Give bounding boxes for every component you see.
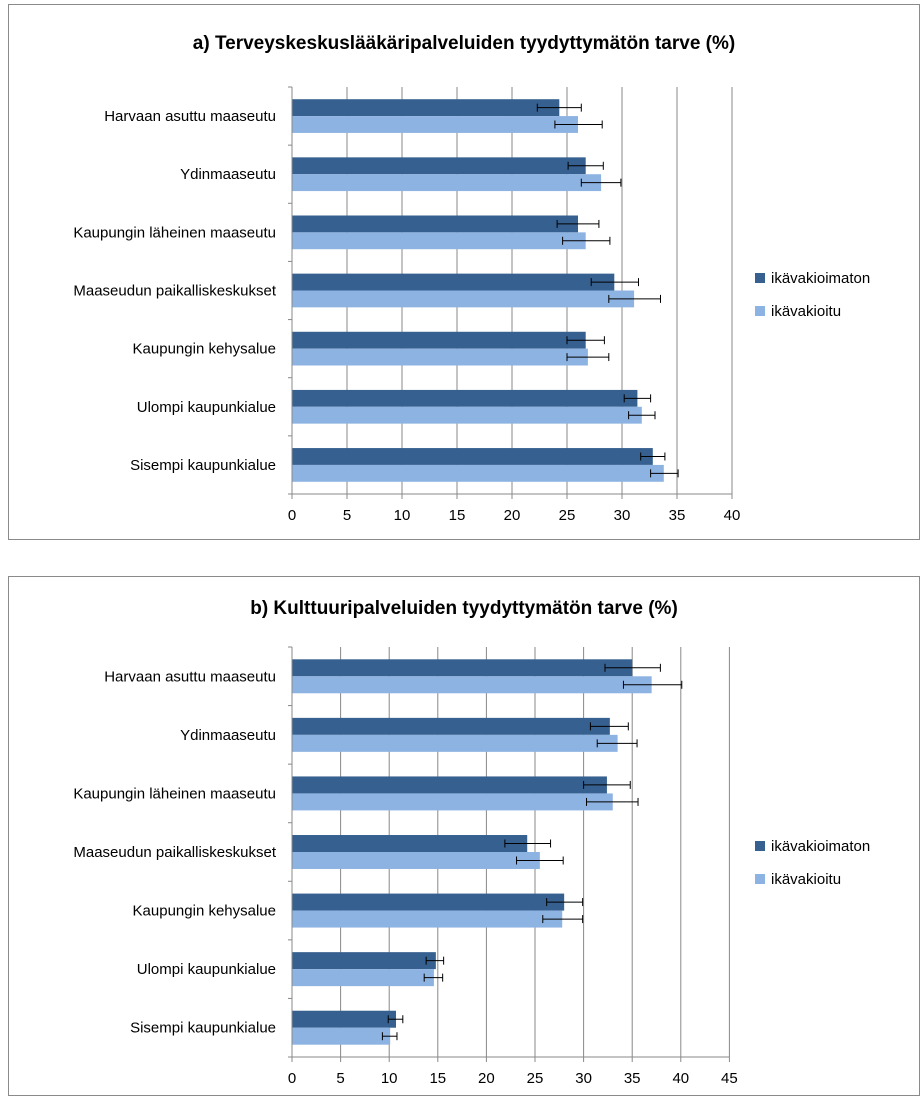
category-label: Ydinmaaseutu [180, 727, 276, 744]
chart-title: b) Kulttuuripalveluiden tyydyttymätön ta… [250, 598, 678, 619]
bar-ikavakioitu [292, 734, 618, 752]
x-tick-label: 0 [288, 1070, 296, 1087]
bar-ikavakioitu [292, 793, 613, 811]
bar-ikavakioimaton [292, 157, 586, 175]
bar-ikavakioitu [292, 910, 563, 928]
x-tick-label: 35 [624, 1070, 641, 1087]
bar-ikavakioimaton [292, 893, 565, 911]
x-tick-label: 45 [721, 1070, 738, 1087]
legend-swatch [755, 273, 765, 283]
bar-ikavakioimaton [292, 717, 610, 735]
legend-label: ikävakioimaton [771, 838, 870, 855]
legend-swatch [755, 306, 765, 316]
bar-ikavakioitu [292, 1027, 391, 1045]
x-tick-label: 15 [429, 1070, 446, 1087]
category-label: Kaupungin läheinen maaseutu [73, 224, 276, 241]
bar-ikavakioitu [292, 290, 635, 308]
chart-panel-b: b) Kulttuuripalveluiden tyydyttymätön ta… [8, 576, 920, 1096]
chart-panel-a: a) Terveyskeskuslääkäripalveluiden tyydy… [8, 4, 920, 540]
category-label: Ydinmaaseutu [180, 166, 276, 183]
chart-a-svg: a) Terveyskeskuslääkäripalveluiden tyydy… [73, 33, 870, 524]
bar-ikavakioimaton [292, 776, 607, 794]
category-label: Kaupungin kehysalue [133, 341, 276, 358]
bar-ikavakioimaton [292, 99, 560, 117]
category-label: Sisempi kaupunkialue [130, 1020, 276, 1037]
category-label: Maaseudun paikalliskeskukset [73, 283, 276, 300]
bar-ikavakioitu [292, 406, 642, 424]
bar-ikavakioitu [292, 676, 652, 694]
legend-label: ikävakioimaton [771, 270, 870, 287]
bar-ikavakioitu [292, 969, 434, 987]
category-label: Harvaan asuttu maaseutu [104, 668, 276, 685]
category-label: Ulompi kaupunkialue [137, 961, 276, 978]
bar-ikavakioimaton [292, 952, 436, 970]
legend-swatch [755, 874, 765, 884]
bar-ikavakioimaton [292, 448, 653, 465]
bar-ikavakioimaton [292, 331, 586, 349]
x-tick-label: 5 [343, 507, 351, 524]
x-tick-label: 40 [672, 1070, 689, 1087]
x-tick-label: 30 [575, 1070, 592, 1087]
legend-label: ikävakioitu [771, 871, 841, 888]
bar-ikavakioitu [292, 232, 586, 250]
x-tick-label: 25 [527, 1070, 544, 1087]
bar-ikavakioitu [292, 174, 602, 192]
x-tick-label: 0 [288, 507, 296, 524]
chart-b-svg: b) Kulttuuripalveluiden tyydyttymätön ta… [73, 598, 870, 1087]
legend-swatch [755, 841, 765, 851]
legend-label: ikävakioitu [771, 303, 841, 320]
category-label: Maaseudun paikalliskeskukset [73, 844, 276, 861]
x-tick-label: 15 [449, 507, 466, 524]
x-tick-label: 5 [336, 1070, 344, 1087]
bar-ikavakioimaton [292, 389, 638, 407]
category-label: Kaupungin läheinen maaseutu [73, 785, 276, 802]
chart-title: a) Terveyskeskuslääkäripalveluiden tyydy… [193, 33, 735, 54]
bar-ikavakioimaton [292, 215, 578, 233]
x-tick-label: 10 [381, 1070, 398, 1087]
x-tick-label: 40 [724, 507, 741, 524]
x-tick-label: 20 [504, 507, 521, 524]
bar-ikavakioitu [292, 348, 588, 366]
bar-ikavakioimaton [292, 273, 615, 291]
x-tick-label: 20 [478, 1070, 495, 1087]
category-label: Sisempi kaupunkialue [130, 457, 276, 474]
x-tick-label: 25 [559, 507, 576, 524]
bar-ikavakioimaton [292, 1010, 397, 1028]
bar-ikavakioimaton [292, 835, 528, 852]
x-tick-label: 30 [614, 507, 631, 524]
category-label: Ulompi kaupunkialue [137, 399, 276, 416]
category-label: Kaupungin kehysalue [133, 903, 276, 920]
bar-ikavakioitu [292, 852, 540, 869]
x-tick-label: 10 [394, 507, 411, 524]
bar-ikavakioimaton [292, 659, 633, 677]
bar-ikavakioitu [292, 116, 578, 133]
x-tick-label: 35 [669, 507, 686, 524]
bar-ikavakioitu [292, 464, 664, 482]
category-label: Harvaan asuttu maaseutu [104, 108, 276, 125]
